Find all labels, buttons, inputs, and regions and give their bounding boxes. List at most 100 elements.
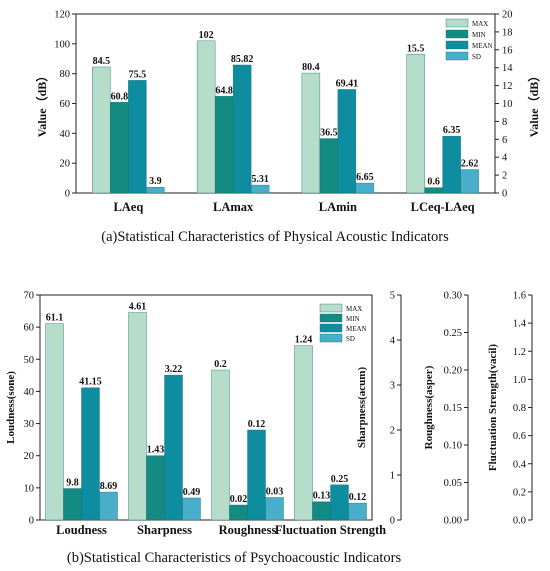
- y-axis-label: Value（dB）: [34, 70, 49, 138]
- data-label: 0.12: [248, 419, 266, 430]
- data-label: 36.5: [320, 128, 338, 139]
- y2-tick-label: 0: [502, 189, 507, 200]
- data-label: 6.35: [443, 125, 461, 136]
- y2-tick-label: 4: [502, 153, 508, 164]
- legend-swatch: [319, 303, 343, 313]
- data-label: 102: [199, 30, 214, 41]
- legend-label: MAX: [472, 20, 488, 28]
- extra-axis-tick-label: 0.4: [513, 459, 527, 470]
- y-axis-label: Loudness(sone): [5, 371, 17, 444]
- data-label: 4.61: [129, 302, 147, 313]
- y2-tick-label: 12: [502, 81, 513, 92]
- extra-axis-tick-label: 0.8: [513, 403, 526, 414]
- data-label: 75.5: [129, 69, 147, 80]
- bar: [406, 54, 425, 194]
- bar: [63, 488, 82, 521]
- data-label: 60.8: [111, 91, 129, 102]
- extra-axis-tick-label: 0.25: [444, 328, 462, 339]
- data-label: 0.03: [266, 487, 284, 498]
- y-tick-label: 50: [24, 355, 35, 366]
- bar: [424, 187, 443, 194]
- plot-frame-b: [39, 294, 373, 521]
- y-tick-label: 20: [24, 451, 35, 462]
- y2-tick-label: 16: [502, 45, 513, 56]
- extra-axis-label: Sharpness(acum): [356, 367, 368, 449]
- extra-axis-tick-label: 1.0: [513, 375, 526, 386]
- bar: [196, 40, 216, 194]
- data-label: 84.5: [93, 56, 111, 67]
- legend-label: MEAN: [472, 42, 493, 50]
- legend-swatch: [319, 313, 343, 323]
- category-label: Roughness: [219, 523, 277, 537]
- data-label: 0.6: [427, 177, 440, 188]
- bar: [348, 502, 367, 521]
- extra-axis-tick-label: 0.00: [444, 516, 462, 527]
- legend-label: MAX: [346, 305, 362, 313]
- bar: [229, 504, 248, 521]
- extra-axis-tick-label: 3: [390, 381, 395, 392]
- bar: [211, 369, 230, 521]
- bar: [265, 497, 284, 521]
- data-label: 41.15: [79, 377, 102, 388]
- bar: [232, 64, 252, 194]
- bar: [146, 455, 165, 521]
- extra-axis-tick-label: 0.6: [513, 431, 526, 442]
- bar: [355, 182, 375, 194]
- category-label: LCeq-LAeq: [411, 200, 475, 214]
- data-label: 2.62: [461, 159, 479, 170]
- caption: (a)Statistical Characteristics of Physic…: [101, 229, 449, 245]
- category-label: Sharpness: [137, 523, 192, 537]
- y-tick-label: 40: [24, 387, 35, 398]
- data-label: 5.31: [251, 174, 269, 185]
- y2-tick-label: 8: [502, 117, 507, 128]
- caption: (b)Statistical Characteristics of Psycho…: [67, 550, 402, 566]
- category-label: Loudness: [56, 523, 107, 537]
- y2-tick-label: 2: [502, 171, 507, 182]
- y-tick-label: 60: [24, 323, 35, 334]
- legend-swatch: [445, 51, 469, 61]
- y-tick-label: 0: [29, 516, 34, 527]
- bar: [319, 138, 339, 194]
- bar: [247, 429, 266, 521]
- data-label: 8.69: [100, 481, 118, 492]
- data-label: 0.49: [183, 487, 201, 498]
- data-label: 1.24: [295, 335, 313, 346]
- extra-axis-tick-label: 1: [390, 471, 395, 482]
- data-label: 85.82: [231, 54, 254, 65]
- y2-axis-label: Value（dB）: [526, 70, 541, 138]
- data-label: 80.4: [302, 62, 320, 73]
- category-label: LAmin: [319, 200, 357, 214]
- extra-axis-tick-label: 0: [390, 516, 395, 527]
- bar: [442, 135, 461, 194]
- extra-axis-tick-label: 1.4: [513, 319, 527, 330]
- data-label: 3.22: [165, 364, 183, 375]
- data-label: 69.41: [336, 78, 359, 89]
- legend-swatch: [319, 323, 343, 333]
- data-label: 0.2: [214, 359, 227, 370]
- data-label: 6.65: [356, 172, 374, 183]
- y-tick-label: 70: [24, 291, 35, 302]
- extra-axis-tick-label: 5: [390, 291, 395, 302]
- bar: [128, 80, 147, 194]
- y2-tick-label: 14: [502, 63, 513, 74]
- bar: [460, 169, 479, 194]
- bar: [99, 491, 118, 521]
- extra-axis-tick-label: 0.20: [444, 366, 462, 377]
- bar: [301, 72, 321, 194]
- data-label: 1.43: [147, 445, 165, 456]
- legend-label: SD: [346, 335, 355, 343]
- extra-axis-tick-label: 4: [390, 336, 396, 347]
- y-tick-label: 0: [65, 189, 70, 200]
- legend-label: SD: [472, 53, 481, 61]
- bar: [81, 387, 100, 521]
- bar: [294, 345, 313, 521]
- y-tick-label: 100: [54, 39, 70, 50]
- chart-physical-acoustic: 0 20 40 60 80 100 120 0 2 4 6 8 10 12 14 16 18 20 Value（dB…: [34, 10, 541, 246]
- bar: [92, 66, 111, 194]
- data-label: 61.1: [46, 313, 64, 324]
- bar: [337, 89, 357, 194]
- legend-swatch: [445, 40, 469, 50]
- extra-axis-tick-label: 0.2: [513, 487, 526, 498]
- data-label: 15.5: [407, 43, 425, 54]
